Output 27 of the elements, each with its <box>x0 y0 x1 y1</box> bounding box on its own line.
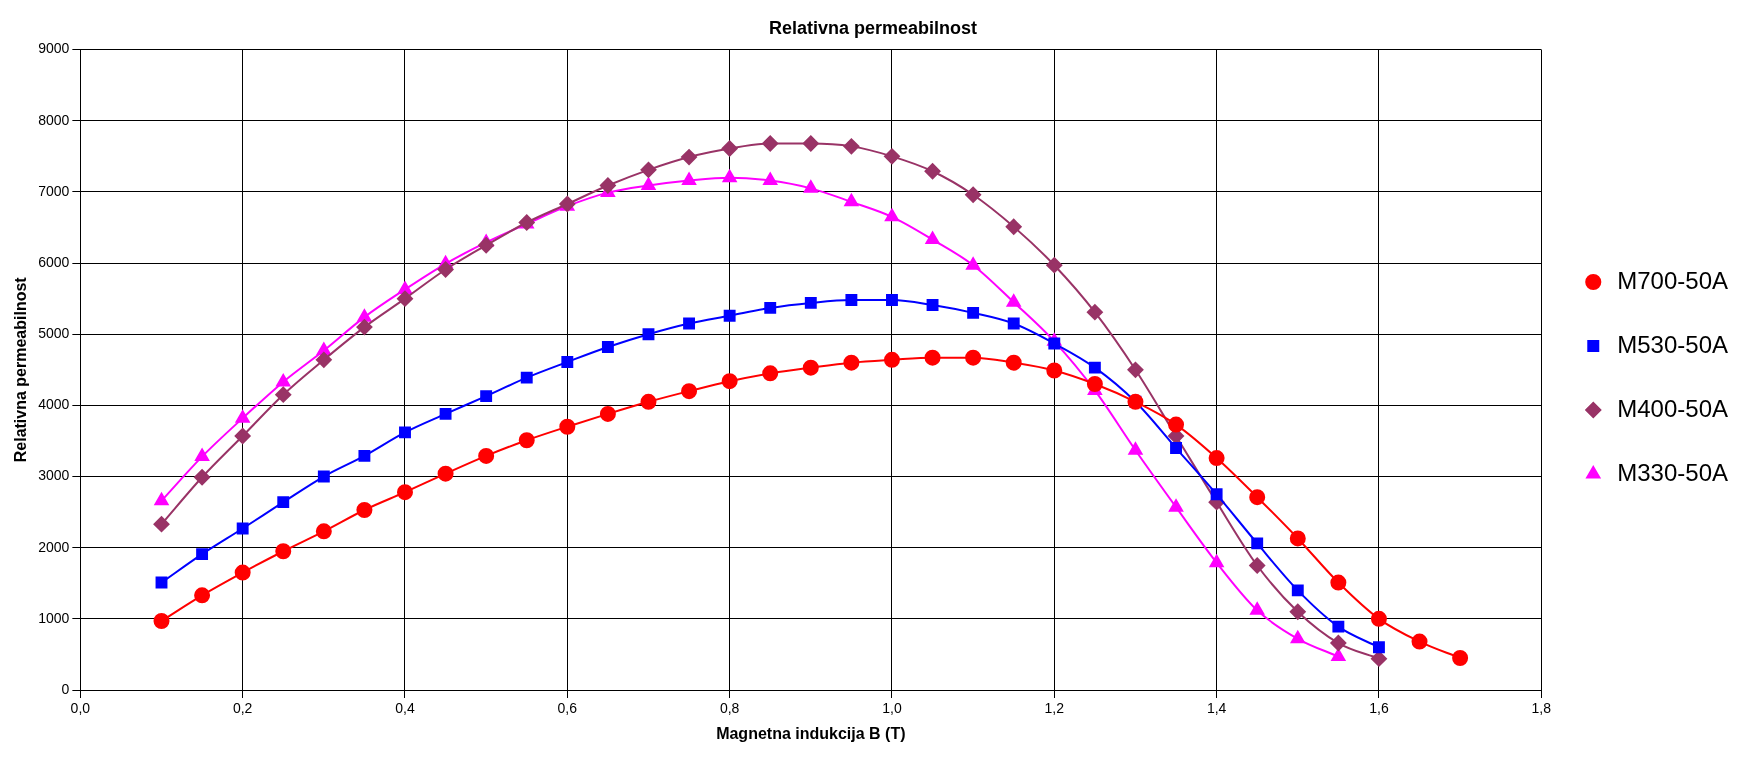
x-tick-label: 0,2 <box>232 700 253 717</box>
y-tick-label: 8000 <box>38 111 70 128</box>
x-tick-label: 0,8 <box>719 700 740 717</box>
legend-label: M330-50A <box>1617 458 1728 486</box>
y-axis-title: Relativna permeabilnost <box>12 276 30 463</box>
x-axis-title: Magnetna indukcija B (T) <box>716 724 906 742</box>
y-tick-label: 4000 <box>38 396 70 413</box>
y-tick-label: 3000 <box>38 467 70 484</box>
legend-label: M700-50A <box>1617 266 1728 294</box>
legend-label: M530-50A <box>1617 330 1728 358</box>
legend-label: M400-50A <box>1617 394 1728 422</box>
y-tick-label: 6000 <box>38 253 70 270</box>
x-tick-label: 0,6 <box>557 700 578 717</box>
x-tick-label: 0,4 <box>395 700 415 717</box>
y-tick-label: 5000 <box>38 325 70 342</box>
x-tick-label: 1,8 <box>1531 700 1552 717</box>
y-tick-label: 1000 <box>38 609 70 626</box>
y-tick-label: 9000 <box>38 40 70 57</box>
x-tick-label: 1,2 <box>1044 700 1065 717</box>
y-tick-label: 0 <box>61 680 70 697</box>
y-tick-label: 2000 <box>38 538 70 555</box>
x-tick-label: 1,4 <box>1206 700 1227 717</box>
x-tick-label: 1,6 <box>1369 700 1389 717</box>
chart-title: Relativna permeabilnost <box>768 17 978 38</box>
y-tick-label: 7000 <box>38 182 70 199</box>
x-tick-label: 0,0 <box>70 700 91 717</box>
x-tick-label: 1,0 <box>882 700 902 717</box>
